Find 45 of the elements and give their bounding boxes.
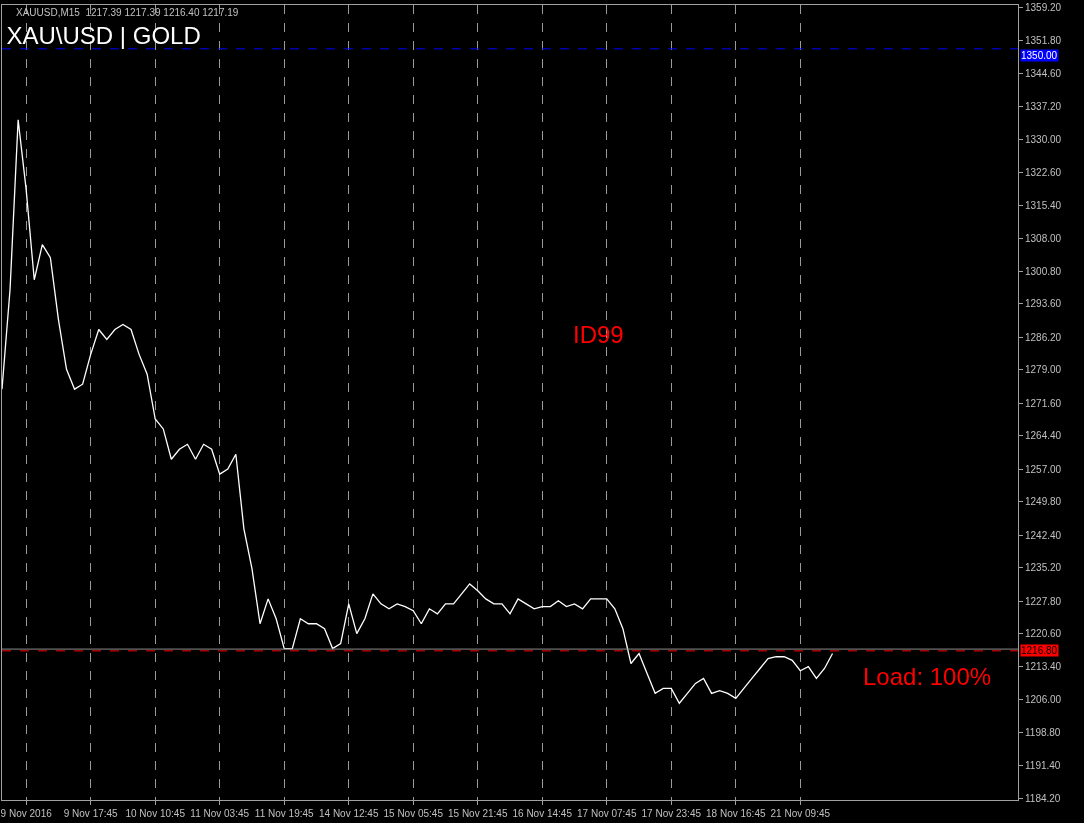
x-tick-label: 16 Nov 14:45	[512, 808, 573, 819]
y-tick-label: 1330.00	[1025, 133, 1062, 145]
y-tick-label: 1220.60	[1025, 628, 1062, 640]
ref-line-label: 1350.00	[1021, 50, 1058, 61]
y-tick-label: 1206.00	[1025, 694, 1062, 706]
y-tick-label: 1315.40	[1025, 199, 1062, 211]
y-tick-label: 1293.60	[1025, 298, 1062, 310]
y-tick-label: 1322.60	[1025, 167, 1062, 179]
line-series	[2, 119, 834, 704]
y-tick-label: 1227.80	[1025, 595, 1062, 607]
x-tick-label: 17 Nov 07:45	[577, 808, 637, 819]
x-tick-label: 15 Nov 05:45	[383, 808, 444, 819]
y-tick-label: 1184.20	[1025, 792, 1061, 804]
annotation: Load: 100%	[863, 663, 992, 690]
ref-line-label: 1216.80	[1021, 645, 1058, 656]
y-tick-label: 1337.20	[1025, 101, 1062, 113]
annotation: XAUUSD,M15 1217.39 1217.39 1216.40 1217.19	[16, 7, 239, 18]
y-tick-label: 1300.80	[1025, 265, 1062, 277]
y-tick-label: 1235.20	[1025, 562, 1062, 574]
y-tick-label: 1213.40	[1025, 660, 1062, 672]
y-tick-label: 1271.60	[1025, 397, 1062, 409]
x-tick-label: 15 Nov 21:45	[448, 808, 508, 819]
y-tick-label: 1264.40	[1025, 430, 1062, 442]
x-tick-label: 14 Nov 12:45	[318, 808, 379, 819]
y-tick-label: 1279.00	[1025, 364, 1062, 376]
x-tick-label: 21 Nov 09:45	[770, 808, 831, 819]
y-tick-label: 1359.20	[1025, 1, 1062, 13]
y-tick-label: 1249.80	[1025, 496, 1062, 508]
x-tick-label: 11 Nov 03:45	[190, 808, 250, 819]
y-tick-label: 1351.80	[1025, 35, 1062, 47]
y-tick-label: 1308.00	[1025, 233, 1062, 245]
x-tick-label: 11 Nov 19:45	[254, 808, 315, 819]
y-tick-label: 1344.60	[1025, 67, 1062, 79]
x-tick-label: 9 Nov 17:45	[63, 808, 119, 819]
text: XAU\USD | GOLD	[6, 21, 201, 49]
annotation: ID99	[573, 321, 624, 348]
y-tick-label: 1198.80	[1025, 726, 1061, 738]
x-tick-label: 18 Nov 16:45	[706, 808, 766, 819]
y-tick-label: 1191.40	[1025, 760, 1061, 772]
x-tick-label: 10 Nov 10:45	[125, 808, 186, 819]
x-tick-label: 9 Nov 2016	[0, 808, 53, 819]
y-tick-label: 1242.40	[1025, 529, 1062, 541]
y-tick-label: 1286.20	[1025, 331, 1062, 343]
y-tick-label: 1257.00	[1025, 463, 1062, 475]
x-tick-label: 17 Nov 23:45	[641, 808, 702, 819]
